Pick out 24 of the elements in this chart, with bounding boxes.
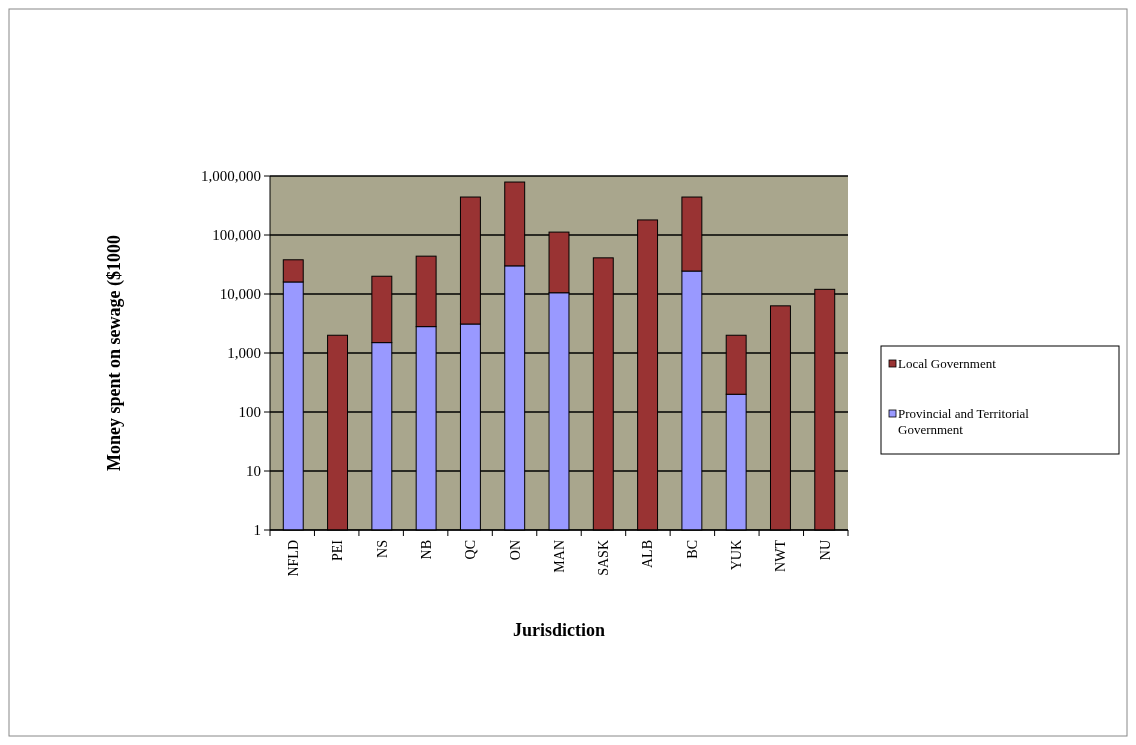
x-tick-label: NFLD: [286, 540, 302, 577]
legend-label: Provincial and Territorial Government: [898, 406, 1030, 437]
x-tick-label: SASK: [596, 540, 612, 576]
y-tick-label: 1,000,000: [201, 168, 261, 185]
x-axis-title: Jurisdiction: [512, 620, 606, 640]
y-axis-title: Money spent on sewage ($1000: [104, 235, 125, 471]
x-tick-label: PEI: [330, 539, 346, 561]
x-tick-label: BC: [684, 540, 700, 559]
y-tick-label: 100,000: [212, 227, 261, 244]
y-tick-label: 1,000: [227, 345, 261, 362]
x-tick-label: ALB: [640, 540, 656, 568]
x-tick-label: NB: [419, 540, 435, 560]
x-tick-label: NU: [817, 540, 833, 561]
x-tick-label: YUK: [729, 540, 745, 571]
x-tick-label: MAN: [551, 540, 567, 573]
y-tick-label: 10: [246, 463, 261, 480]
legend-label: Local Government: [898, 356, 997, 371]
y-tick-label: 10,000: [219, 286, 261, 303]
y-tick-label: 1: [253, 522, 261, 539]
x-tick-label: ON: [507, 540, 523, 561]
x-tick-label: QC: [463, 540, 479, 560]
x-tick-label: NS: [374, 540, 390, 558]
y-tick-label: 100: [238, 404, 261, 421]
x-tick-label: NWT: [773, 539, 789, 572]
